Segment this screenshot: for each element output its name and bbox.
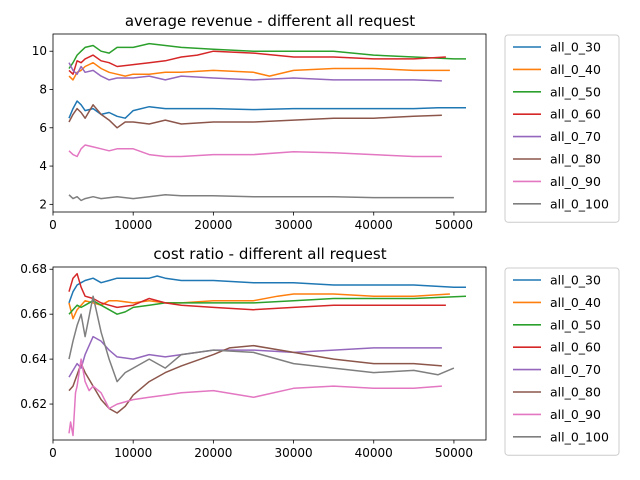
series-line-all_0_100 [68, 194, 454, 202]
legend-label: all_0_70 [550, 362, 601, 377]
series-line-all_0_30 [68, 100, 466, 119]
series-line-all_0_50 [68, 295, 467, 315]
x-tick-label: 10000 [114, 218, 152, 232]
y-tick-label: 10 [32, 44, 47, 58]
legend: all_0_30 all_0_40 all_0_50 all_0_60 all_0_70… [504, 34, 620, 223]
legend-label: all_0_60 [550, 340, 601, 355]
legend-label: all_0_80 [550, 152, 601, 167]
legend: all_0_30 all_0_40 all_0_50 all_0_60 all_0_70… [504, 267, 620, 456]
legend-label: all_0_70 [550, 129, 601, 144]
legend-label: all_0_100 [550, 429, 609, 444]
series-line-all_0_60 [68, 50, 446, 75]
y-tick-label: 6 [39, 121, 47, 135]
x-tick-label: 40000 [355, 218, 393, 232]
x-tick-label: 40000 [355, 446, 393, 460]
y-tick-label: 0.62 [20, 397, 47, 411]
x-tick-label: 30000 [274, 218, 312, 232]
series-line-all_0_90 [68, 358, 442, 437]
legend-box [504, 267, 620, 456]
y-tick-label: 0.64 [20, 352, 47, 366]
legend-label: all_0_60 [550, 107, 601, 122]
y-tick-label: 0.66 [20, 307, 47, 321]
x-tick-label: 0 [49, 446, 57, 460]
legend-label: all_0_90 [550, 407, 601, 422]
plot-lines [68, 272, 467, 437]
y-tick-label: 8 [39, 83, 47, 97]
legend-label: all_0_100 [550, 196, 609, 211]
legend-label: all_0_30 [550, 273, 601, 288]
plot-lines [68, 42, 466, 202]
axes-frame [52, 266, 487, 441]
legend-label: all_0_50 [550, 84, 601, 99]
series-line-all_0_30 [68, 275, 466, 304]
legend-label: all_0_40 [550, 295, 601, 310]
y-tick-label: 0.68 [20, 262, 47, 276]
series-line-all_0_60 [68, 272, 446, 311]
series-line-all_0_90 [68, 144, 442, 158]
average-revenue-panel: average revenue - different all request … [32, 12, 620, 232]
cost-ratio-panel: cost ratio - different all request 0 1000… [20, 245, 620, 460]
series-line-all_0_80 [68, 344, 442, 414]
series-line-all_0_40 [68, 293, 450, 320]
x-tick-label: 0 [49, 218, 57, 232]
x-tick-label: 50000 [435, 446, 473, 460]
y-tick-label: 2 [39, 197, 47, 211]
legend-box [504, 34, 620, 223]
series-line-all_0_50 [68, 42, 466, 69]
legend-label: all_0_50 [550, 317, 601, 332]
legend-label: all_0_40 [550, 62, 601, 77]
y-tick-label: 4 [39, 159, 47, 173]
series-line-all_0_70 [68, 62, 442, 82]
x-tick-label: 20000 [194, 218, 232, 232]
legend-label: all_0_30 [550, 40, 601, 55]
series-line-all_0_70 [68, 335, 442, 378]
x-tick-label: 20000 [194, 446, 232, 460]
x-tick-label: 10000 [114, 446, 152, 460]
chart-title: average revenue - different all request [125, 12, 415, 30]
chart-title: cost ratio - different all request [153, 245, 386, 263]
x-tick-label: 30000 [274, 446, 312, 460]
x-tick-label: 50000 [435, 218, 473, 232]
legend-label: all_0_90 [550, 174, 601, 189]
series-line-all_0_80 [68, 104, 442, 129]
series-line-all_0_100 [68, 295, 455, 383]
axes-frame [52, 33, 487, 213]
legend-label: all_0_80 [550, 385, 601, 400]
